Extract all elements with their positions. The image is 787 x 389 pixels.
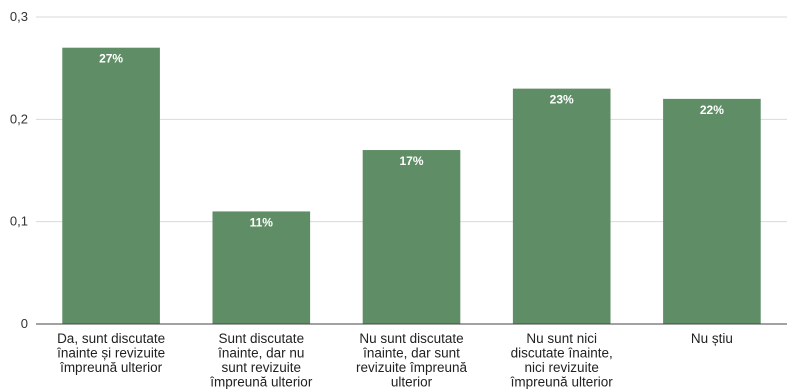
x-category-line: împreună ulterior [209,375,313,389]
x-category-line: discutate înainte, [511,346,613,361]
x-category-line: Nu știu [691,331,733,346]
x-category-line: împreună ulterior [59,360,163,375]
y-tick-label: 0,1 [10,214,28,229]
x-category-line: revizuite împreună [356,360,468,375]
x-category-line: Sunt discutate [219,331,305,346]
data-label: 23% [550,93,574,107]
y-tick-label: 0,2 [10,111,28,126]
bar [62,47,160,324]
x-category-label: Nu sunt nici discutate înainte, nici reviz… [510,331,614,389]
x-category-line: înainte, dar nu [217,346,304,361]
x-category-label: Sunt discutate înainte, dar nu sunt revizu… [209,331,313,389]
x-category-line: împreună ulterior [510,375,614,389]
y-axis-ticks: 0 0,1 0,2 0,3 [10,9,28,331]
x-axis-categories: Da, sunt discutate înainte și revizuite îm… [56,331,733,389]
data-label: 22% [700,103,724,117]
y-tick-label: 0 [21,316,28,331]
bar [512,88,611,324]
y-tick-label: 0,3 [10,9,28,24]
data-label: 17% [399,154,423,168]
bars: 27% 11% 17% 23% 22% [62,47,761,324]
data-label: 11% [250,215,274,229]
x-category-label: Da, sunt discutate înainte și revizuite îm… [56,331,165,375]
x-category-line: sunt revizuite [222,360,302,375]
x-category-line: Nu sunt nici [526,331,597,346]
bar [212,211,311,324]
x-category-line: Nu sunt discutate [359,331,463,346]
x-category-line: înainte, dar sunt [362,346,460,361]
bar [362,150,461,324]
x-category-label: Nu știu [691,331,733,346]
x-category-line: ulterior [391,375,433,389]
x-category-line: înainte și revizuite [56,346,165,361]
x-category-line: nici revizuite [525,360,599,375]
data-label: 27% [99,52,123,66]
x-category-line: Da, sunt discutate [57,331,165,346]
x-category-label: Nu sunt discutate înainte, dar sunt revizu… [356,331,468,389]
bar [663,98,761,324]
